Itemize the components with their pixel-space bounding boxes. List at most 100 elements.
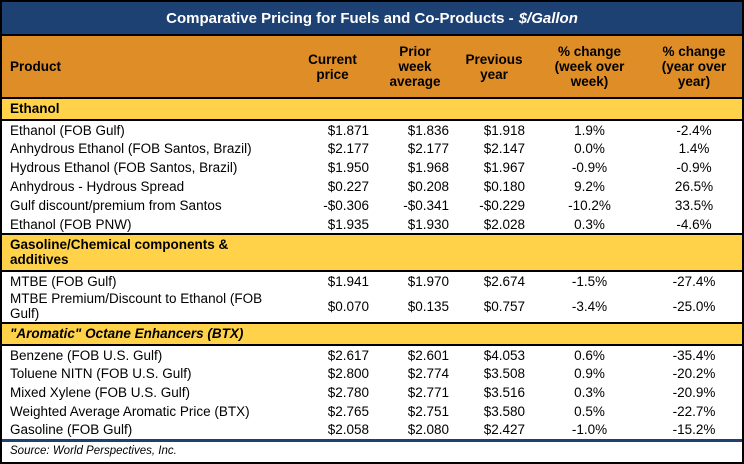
current-price-cell: $1.950 [327,160,369,175]
previous-year-cell: $0.180 [483,179,525,194]
current-price-cell: $2.800 [327,366,369,381]
prior-week-cell: $2.177 [407,141,449,156]
yoy-change-cell: -27.4% [672,273,716,289]
prior-week-cell: $1.970 [407,273,449,289]
table-row: Mixed Xylene (FOB U.S. Gulf) $2.780 $2.7… [2,383,742,402]
yoy-change-cell: -4.6% [676,216,712,232]
section-label: Ethanol [10,101,60,116]
previous-year-cell: $0.757 [483,298,525,314]
section-label: "Aromatic" Octane Enhancers (BTX) [10,326,244,341]
product-cell: MTBE (FOB Gulf) [10,273,117,289]
product-cell: Ethanol (FOB PNW) [10,216,132,232]
current-price-cell: $2.765 [327,404,369,419]
wow-change-cell: 0.3% [574,385,605,400]
table-row: Benzene (FOB U.S. Gulf) $2.617 $2.601 $4… [2,345,742,364]
section-header-ethanol: Ethanol [2,97,742,121]
section-label: Gasoline/Chemical components & additives [10,237,229,267]
wow-change-cell: 9.2% [574,179,605,194]
product-cell: Mixed Xylene (FOB U.S. Gulf) [10,385,191,400]
prior-week-cell: $1.930 [407,216,449,232]
pricing-table: Product Current price Prior week average… [2,36,742,442]
col-header-previous-year: Previous year [455,36,533,99]
current-price-cell: -$0.306 [323,198,369,213]
previous-year-cell: $3.516 [483,385,525,400]
yoy-change-cell: 26.5% [674,179,714,194]
current-price-cell: $1.941 [327,273,369,289]
yoy-change-cell: -25.0% [672,298,716,314]
product-cell: Ethanol (FOB Gulf) [10,122,125,138]
wow-change-cell: 0.6% [574,347,605,363]
yoy-change-cell: 33.5% [674,198,714,213]
product-cell: MTBE Premium/Discount to Ethanol (FOB Gu… [10,291,263,321]
current-price-cell: $1.871 [327,122,369,138]
yoy-change-cell: 1.4% [678,141,710,156]
product-cell: Toluene NITN (FOB U.S. Gulf) [10,366,192,381]
yoy-change-cell: -15.2% [646,421,742,442]
table-row: Anhydrous - Hydrous Spread $0.227 $0.208… [2,177,742,196]
wow-change-cell: 0.9% [574,366,605,381]
table-title: Comparative Pricing for Fuels and Co-Pro… [166,9,514,27]
yoy-change-cell: -2.4% [676,122,712,138]
col-header-pct-change-week: % change (week over week) [533,36,646,99]
product-cell: Gulf discount/premium from Santos [10,198,222,213]
column-header-row: Product Current price Prior week average… [2,36,742,99]
table-row: Hydrous Ethanol (FOB Santos, Brazil) $1.… [2,158,742,177]
prior-week-cell: $2.080 [375,421,455,442]
table-row: Toluene NITN (FOB U.S. Gulf) $2.800 $2.7… [2,364,742,383]
table-title-bar: Comparative Pricing for Fuels and Co-Pro… [2,2,742,36]
table-row: Ethanol (FOB PNW) $1.935 $1.930 $2.028 0… [2,215,742,234]
previous-year-cell: $3.508 [483,366,525,381]
prior-week-cell: $2.751 [407,404,449,419]
previous-year-cell: -$0.229 [479,198,525,213]
current-price-cell: $0.070 [327,298,369,314]
wow-change-cell: -1.0% [533,421,646,442]
product-cell: Anhydrous Ethanol (FOB Santos, Brazil) [10,141,252,156]
table-row: Anhydrous Ethanol (FOB Santos, Brazil) $… [2,139,742,158]
prior-week-cell: $2.601 [407,347,449,363]
table-row: MTBE (FOB Gulf) $1.941 $1.970 $2.674 -1.… [2,271,742,290]
previous-year-cell: $1.967 [483,160,525,175]
previous-year-cell: $2.427 [455,421,533,442]
table-title-unit: $/Gallon [518,9,578,27]
current-price-cell: $2.058 [290,421,375,442]
wow-change-cell: 1.9% [574,122,605,138]
previous-year-cell: $2.674 [483,273,525,289]
current-price-cell: $1.935 [327,216,369,232]
source-note: Source: World Perspectives, Inc. [10,444,177,457]
wow-change-cell: -10.2% [568,198,611,213]
table-row: Weighted Average Aromatic Price (BTX) $2… [2,402,742,421]
product-cell: Gasoline (FOB Gulf) [2,421,290,442]
previous-year-cell: $3.580 [483,404,525,419]
col-header-current-price: Current price [290,36,375,99]
prior-week-cell: $2.771 [407,385,449,400]
wow-change-cell: -3.4% [571,298,608,314]
wow-change-cell: 0.3% [574,216,605,232]
prior-week-cell: $2.774 [407,366,449,381]
previous-year-cell: $1.918 [483,122,525,138]
wow-change-cell: -0.9% [571,160,608,175]
current-price-cell: $0.227 [327,179,369,194]
product-cell: Benzene (FOB U.S. Gulf) [10,347,163,363]
wow-change-cell: 0.0% [574,141,605,156]
prior-week-cell: $0.135 [407,298,449,314]
col-header-prior-week-average: Prior week average [375,36,455,99]
table-row: MTBE Premium/Discount to Ethanol (FOB Gu… [2,290,742,323]
wow-change-cell: 0.5% [574,404,605,419]
wow-change-cell: -1.5% [571,273,608,289]
yoy-change-cell: -35.4% [672,347,716,363]
product-cell: Hydrous Ethanol (FOB Santos, Brazil) [10,160,238,175]
prior-week-cell: $1.968 [407,160,449,175]
yoy-change-cell: -22.7% [672,404,716,419]
col-header-pct-change-year: % change (year over year) [646,36,742,99]
previous-year-cell: $4.053 [483,347,525,363]
yoy-change-cell: -20.2% [672,366,716,381]
previous-year-cell: $2.147 [483,141,525,156]
table-row: Ethanol (FOB Gulf) $1.871 $1.836 $1.918 … [2,120,742,139]
prior-week-cell: $1.836 [407,122,449,138]
current-price-cell: $2.780 [327,385,369,400]
table-row: Gulf discount/premium from Santos -$0.30… [2,196,742,215]
product-cell: Weighted Average Aromatic Price (BTX) [10,404,250,419]
current-price-cell: $2.177 [327,141,369,156]
col-header-product: Product [2,36,290,99]
